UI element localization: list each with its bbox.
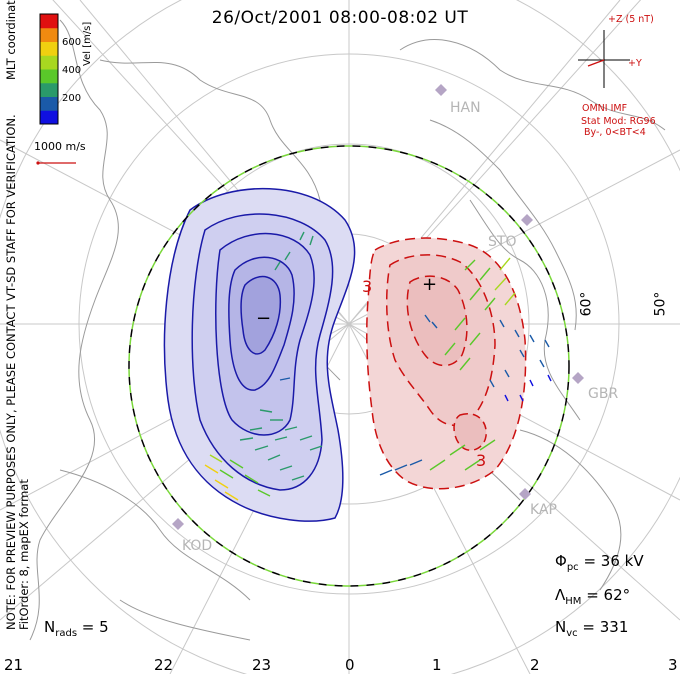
coastlines [29, 19, 666, 641]
colorbar-segment [40, 69, 58, 84]
side-note: NOTE: FOR PREVIEW PURPOSES ONLY, PLEASE … [4, 114, 18, 630]
scale-label: 1000 m/s [34, 140, 86, 153]
imf-vector [587, 59, 605, 67]
imf-conditions: By-, 0<BT<4 [584, 127, 646, 138]
colorbar-segment [40, 27, 58, 42]
stat-phi-pc: Φpc = 36 kV [555, 552, 644, 573]
lat-label-60: 60° [578, 291, 595, 317]
side-note-block: NOTE: FOR PREVIEW PURPOSES ONLY, PLEASE … [2, 22, 31, 642]
site-kap: KAP [530, 502, 557, 518]
colorbar-segment [40, 82, 58, 97]
coord-label: MLT coordinates [4, 0, 18, 80]
colorbar-segment [40, 96, 58, 111]
colorbar-segment [40, 55, 58, 70]
mlt-tick-23: 23 [252, 656, 272, 674]
positive-potential-cell [366, 237, 527, 490]
colorbar-tick-400: 400 [62, 65, 82, 76]
colorbar-tick-600: 600 [62, 37, 82, 48]
contour-label-3-b: 3 [476, 451, 486, 470]
mlt-tick-3: 3 [668, 656, 678, 674]
stat-nrads: Nrads = 5 [44, 618, 109, 639]
contour-label-3-a: 3 [362, 277, 372, 296]
colorbar-frame [39, 13, 59, 125]
site-gbr: GBR [588, 386, 619, 402]
scale-vector-origin [36, 161, 40, 165]
colorbar [39, 13, 59, 125]
site-han: HAN [450, 100, 481, 116]
imf-dial [578, 30, 630, 88]
hm-boundary-black [128, 145, 570, 587]
colorbar-segment [40, 41, 58, 56]
imf-z-label: +Z (5 nT) [608, 14, 654, 25]
negative-potential-cell [163, 187, 356, 522]
lat-label-50: 50° [652, 291, 669, 317]
colorbar-segment [40, 14, 58, 29]
site-markers [172, 84, 584, 530]
colorbar-title: Vel [m/s] [82, 21, 93, 66]
mlt-tick-2: 2 [530, 656, 540, 674]
velocity-vectors [204, 231, 552, 501]
stat-nvc: Nvc = 331 [555, 618, 629, 639]
pos-center-marker: + [422, 274, 437, 295]
neg-center-marker: − [256, 308, 271, 329]
mlt-tick-1: 1 [432, 656, 442, 674]
side-note-fitorder: FitOrder: 8, mapEX format [17, 479, 31, 630]
colorbar-tick-200: 200 [62, 93, 82, 104]
site-kod: KOD [182, 538, 213, 554]
map-title: 26/Oct/2001 08:00-08:02 UT [211, 8, 469, 28]
stat-lambda-hm: ΛHM = 62° [555, 586, 631, 607]
colorbar-segment [40, 110, 58, 125]
hm-boundary-green [128, 145, 570, 587]
imf-stat-mod: Stat Mod: RG96 [581, 116, 656, 127]
imf-y-label: +Y [628, 58, 642, 69]
imf-omni: OMNI IMF [582, 103, 628, 114]
mlt-tick-22: 22 [154, 656, 174, 674]
mlt-tick-21: 21 [4, 656, 24, 674]
mlt-tick-0: 0 [345, 656, 355, 674]
site-sto: STO [488, 234, 517, 250]
